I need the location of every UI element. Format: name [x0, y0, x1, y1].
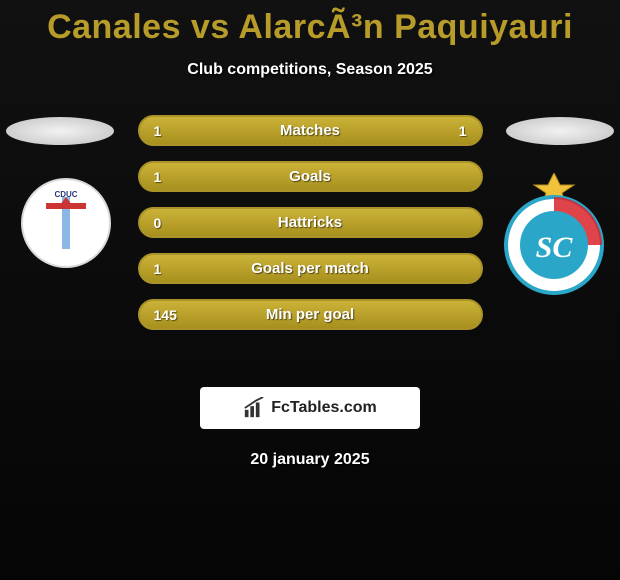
svg-text:CDUC: CDUC: [54, 190, 77, 199]
snapshot-date: 20 january 2025: [0, 451, 620, 469]
stat-bar: 1 Matches 1: [138, 115, 483, 146]
stat-label: Goals per match: [140, 260, 481, 277]
stats-row: CDUC SC 1 Matches 1 1 Goals: [0, 115, 620, 365]
stat-label: Hattricks: [140, 214, 481, 231]
stat-bar: 0 Hattricks: [138, 207, 483, 238]
stat-label: Matches: [140, 122, 481, 139]
svg-text:SC: SC: [536, 231, 574, 264]
brand-text: FcTables.com: [271, 399, 377, 417]
comparison-card: Canales vs AlarcÃ³n Paquiyauri Club comp…: [0, 0, 620, 580]
stat-left-value: 0: [154, 215, 162, 231]
stat-left-value: 1: [154, 169, 162, 185]
stat-bars: 1 Matches 1 1 Goals 0 Hattricks 1 Goals …: [138, 115, 483, 330]
stat-label: Goals: [140, 168, 481, 185]
brand-badge: FcTables.com: [200, 387, 420, 429]
stat-right-value: 1: [459, 123, 467, 139]
player-shadow-right: [506, 117, 614, 145]
club-badge-left: CDUC: [16, 173, 116, 278]
player-shadow-left: [6, 117, 114, 145]
club-badge-right: SC: [504, 173, 604, 308]
stat-bar: 1 Goals per match: [138, 253, 483, 284]
stat-left-value: 145: [154, 307, 177, 323]
stat-bar: 1 Goals: [138, 161, 483, 192]
stat-left-value: 1: [154, 261, 162, 277]
stat-label: Min per goal: [140, 306, 481, 323]
stat-left-value: 1: [154, 123, 162, 139]
page-subtitle: Club competitions, Season 2025: [0, 61, 620, 79]
page-title: Canales vs AlarcÃ³n Paquiyauri: [0, 0, 620, 47]
stat-bar: 145 Min per goal: [138, 299, 483, 330]
chart-icon: [243, 397, 265, 419]
